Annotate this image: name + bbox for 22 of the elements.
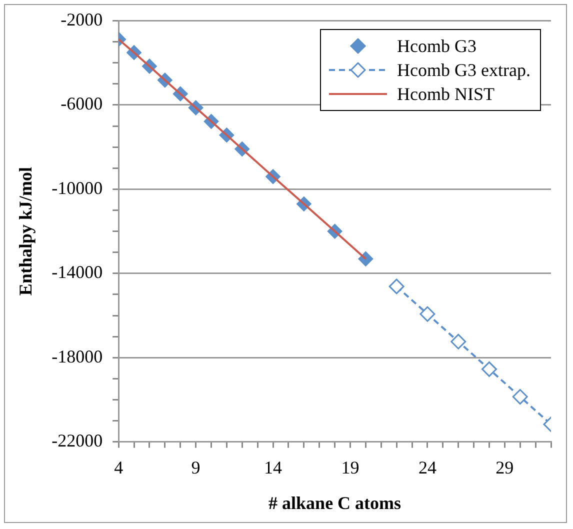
x-tick-label: 9 (191, 457, 200, 478)
point (420, 306, 436, 322)
legend-label: Hcomb G3 (397, 34, 476, 58)
x-tick-label: 19 (341, 457, 360, 478)
x-tick-label: 14 (264, 457, 282, 478)
x-tick-label: 4 (114, 457, 124, 478)
y-axis-title: Enthalpy kJ/mol (15, 167, 36, 296)
x-tick-label: 29 (496, 457, 514, 478)
y-tick-label: -22000 (52, 430, 103, 451)
x-tick-label: 24 (418, 457, 436, 478)
point (388, 278, 404, 294)
point (481, 361, 497, 377)
y-tick-label: -6000 (60, 94, 103, 114)
point (450, 334, 466, 350)
x-axis-title: # alkane C atoms (268, 492, 402, 513)
y-tick-label: -18000 (52, 346, 103, 366)
legend-label: Hcomb G3 extrap. (397, 58, 530, 82)
y-tick-label: -2000 (60, 10, 103, 30)
legend-label: Hcomb NIST (397, 82, 494, 106)
y-tick-label: -10000 (52, 178, 103, 198)
y-tick-label: -14000 (52, 262, 103, 282)
point (512, 389, 528, 405)
